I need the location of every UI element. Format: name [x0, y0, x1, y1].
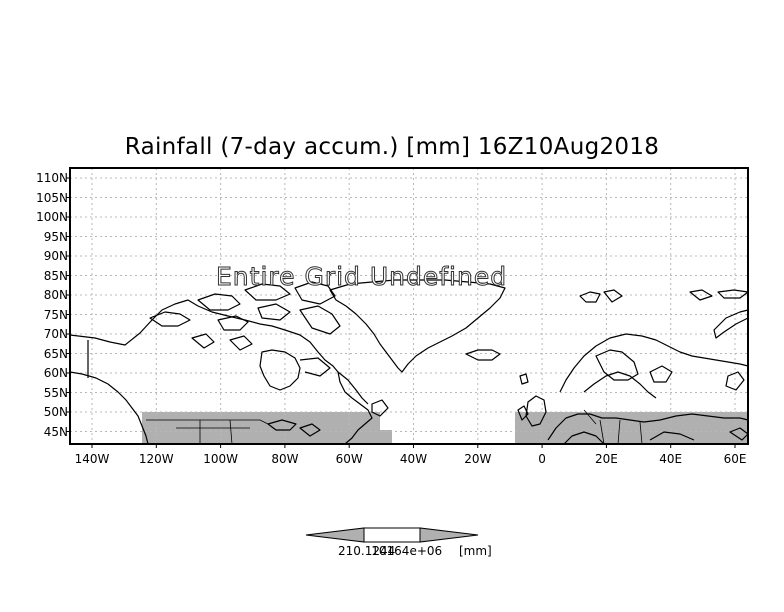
coastlines: [69, 279, 749, 445]
longitude-label: 140W: [74, 452, 110, 466]
undefined-grid-notice: Entire Grid Undefined: [215, 262, 508, 292]
political-borders: [146, 409, 643, 445]
latitude-label: 60N: [43, 366, 68, 380]
colorbar-left-arrow: [305, 527, 365, 543]
undefined-data-shading: [142, 412, 748, 444]
longitude-label: 20W: [464, 452, 492, 466]
latitude-label: 50N: [43, 405, 68, 419]
great-lakes: [267, 419, 297, 431]
longitude-label: 60E: [723, 452, 747, 466]
colorbar-value-label: 210.124410164e+06: [338, 544, 442, 558]
plot-frame: [69, 167, 749, 445]
latitude-label: 85N: [43, 268, 68, 283]
graticule: [70, 168, 748, 444]
longitude-label: 40W: [399, 452, 428, 466]
europe-mainland: [547, 413, 749, 441]
iceland-coast: [465, 349, 501, 361]
colorbar: [305, 527, 479, 543]
longitude-label: 100W: [203, 452, 238, 466]
longitude-label: 20E: [594, 452, 618, 466]
pacific-coast: [69, 371, 149, 445]
greenland-coast: [329, 279, 506, 373]
latitude-label: 90N: [43, 249, 68, 263]
latitude-label: 45N: [43, 424, 68, 439]
longitude-label: 120W: [138, 452, 174, 466]
colorbar-overlap-value: 10164e+06: [371, 544, 443, 558]
latitude-label: 75N: [43, 307, 68, 322]
longitude-label: 40E: [659, 452, 683, 466]
arctic-islands: [149, 311, 191, 327]
longitude-label: 80W: [271, 452, 299, 466]
latitude-label: 55N: [43, 385, 68, 400]
colorbar-right-arrow: [419, 527, 479, 543]
labrador-coast: [337, 371, 369, 405]
latitude-label: 105N: [36, 190, 68, 205]
hudson-bay: [259, 349, 301, 391]
europe-coast: [559, 333, 749, 393]
north-america-coast: [69, 299, 373, 445]
longitude-label: 60W: [335, 452, 363, 466]
latitude-label: 65N: [43, 346, 68, 361]
longitude-label: 0: [538, 452, 546, 466]
colorbar-center-box: [363, 527, 421, 543]
svalbard: [579, 291, 601, 303]
latitude-label: 70N: [43, 327, 68, 341]
colorbar-unit: [mm]: [459, 544, 492, 558]
latitude-label: 95N: [43, 229, 68, 244]
british-isles: [525, 395, 547, 427]
colorbar-value: 210.1244: [338, 544, 396, 558]
latitude-label: 80N: [43, 288, 68, 302]
latitude-label: 110N: [36, 171, 68, 185]
latitude-label: 100N: [36, 210, 68, 224]
map-title: Rainfall (7-day accum.) [mm] 16Z10Aug201…: [124, 134, 660, 160]
